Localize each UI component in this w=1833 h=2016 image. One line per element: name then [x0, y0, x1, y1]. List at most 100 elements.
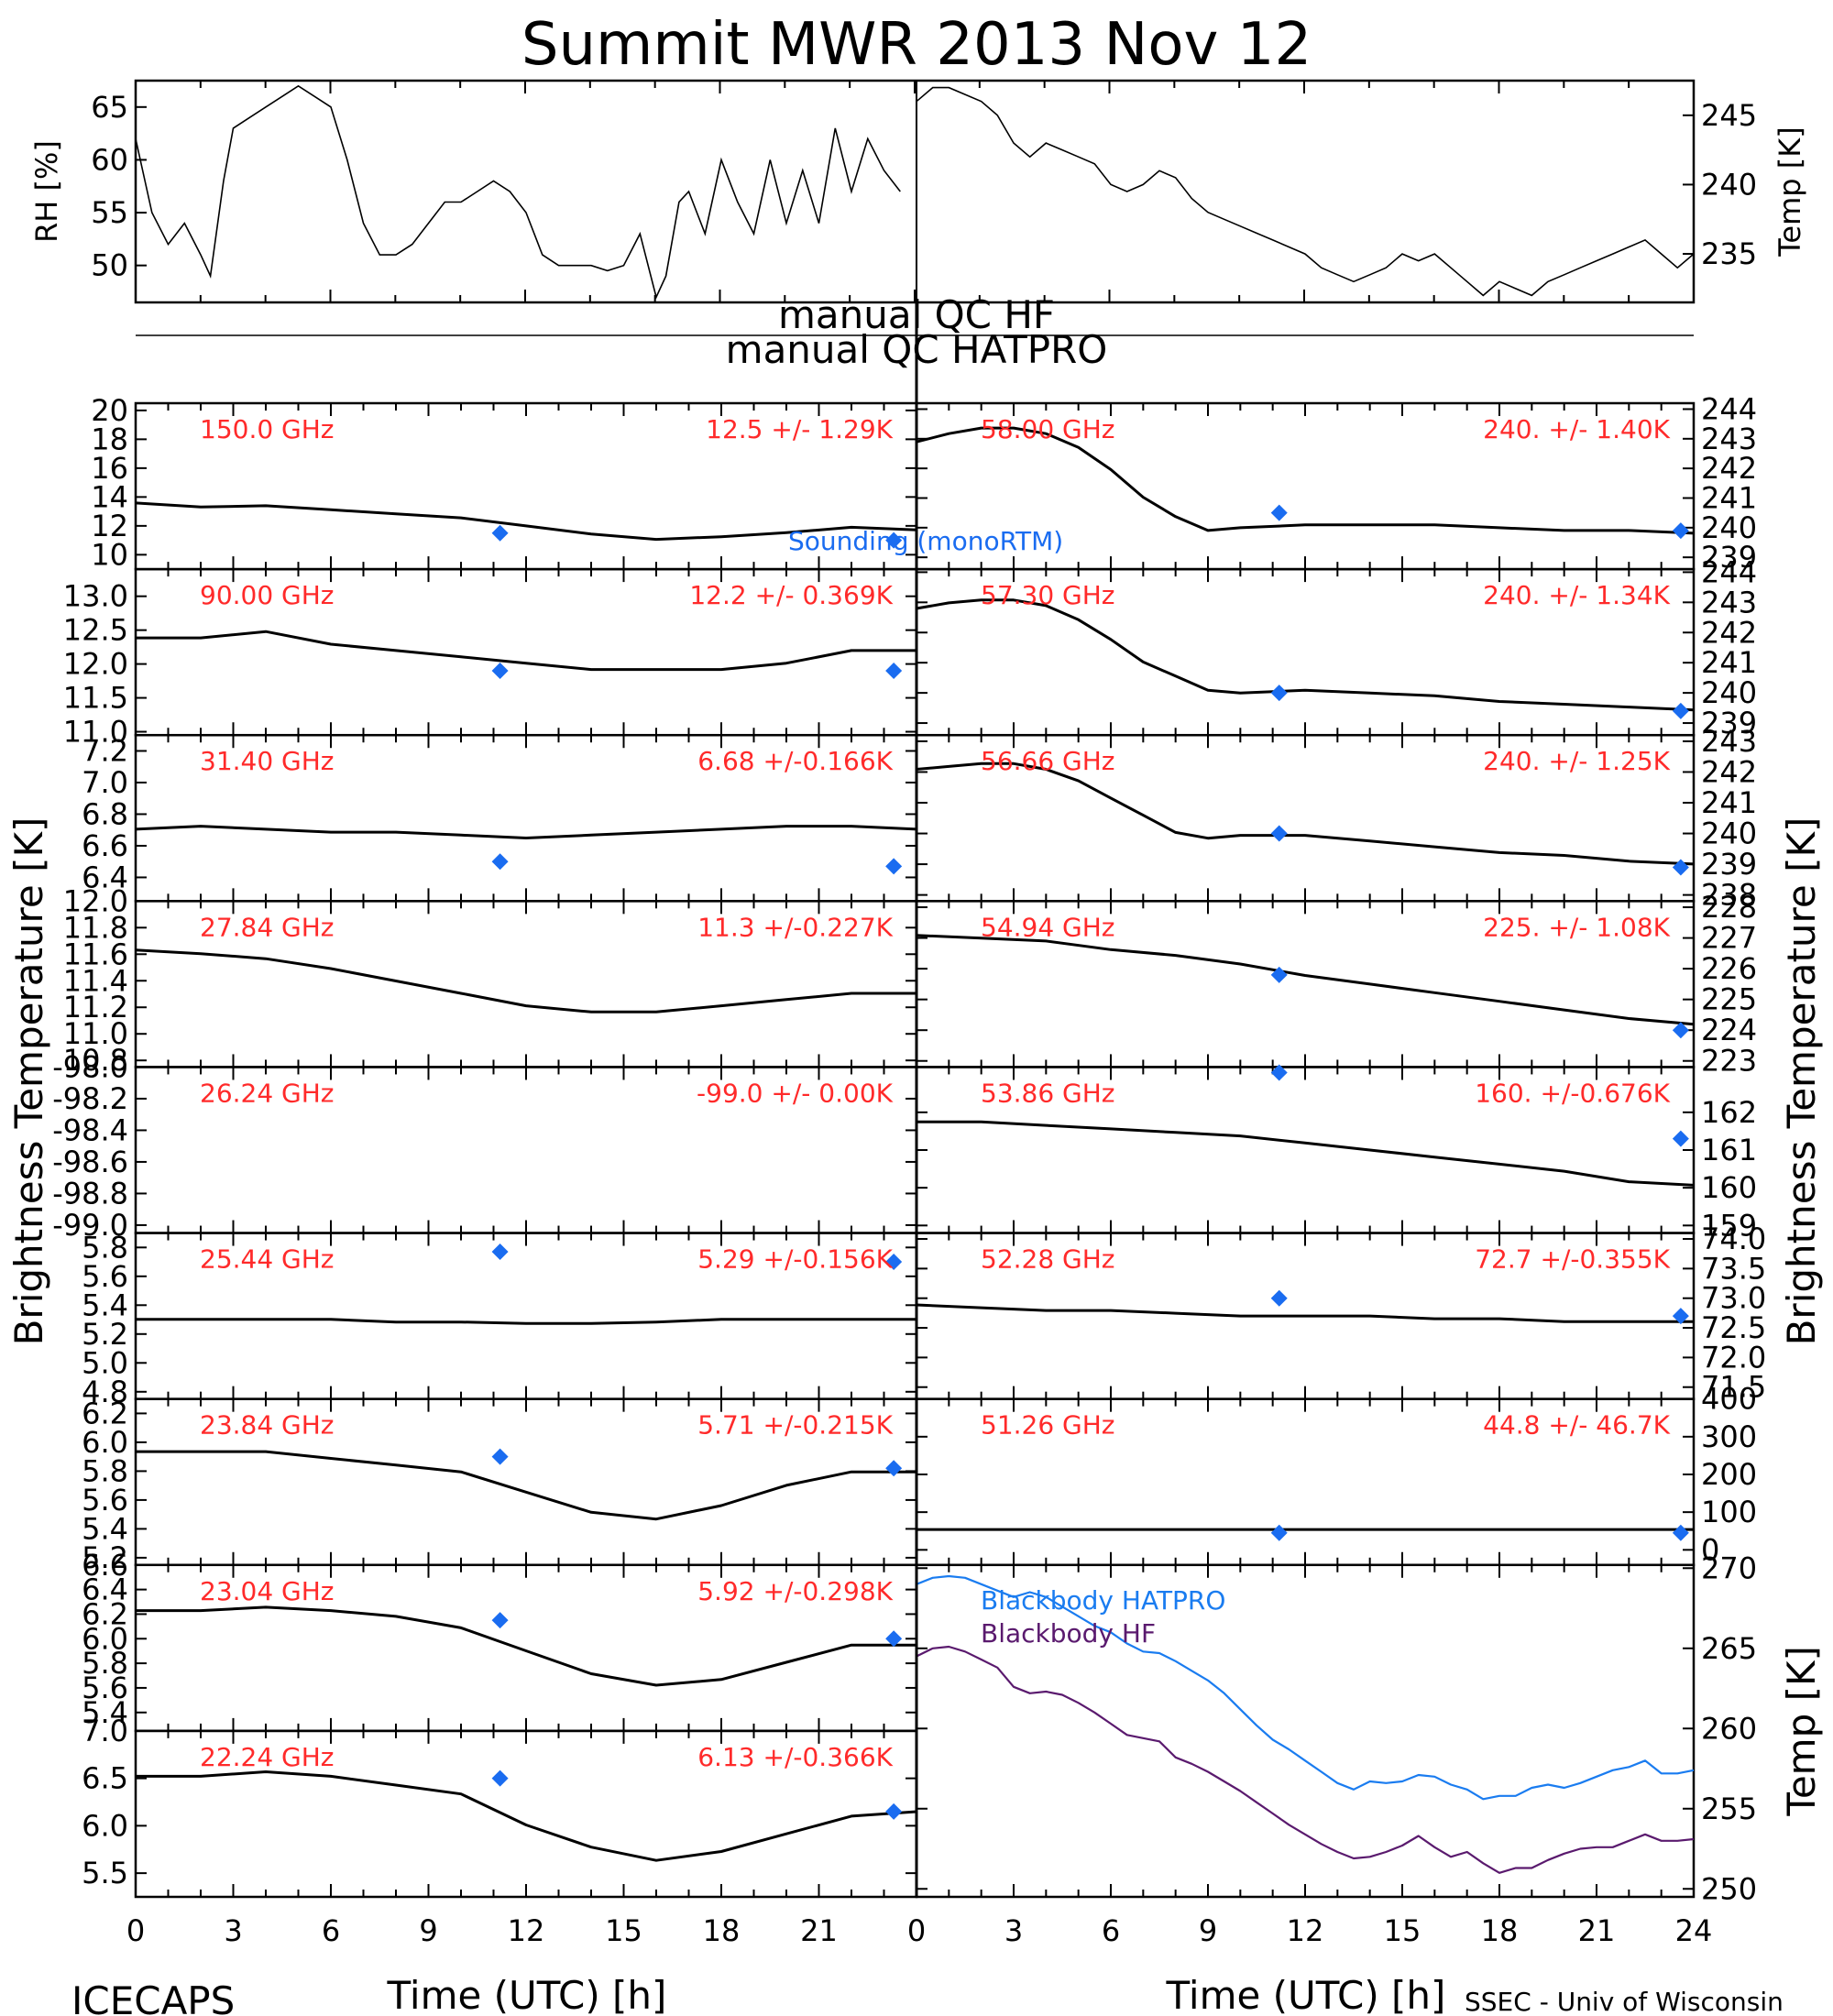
y-tick-label: 6.2	[82, 1596, 128, 1631]
y-tick-label: 7.0	[82, 765, 128, 800]
y-tick-label: 6.0	[82, 1808, 128, 1843]
y-tick-label: 12.0	[63, 647, 128, 682]
x-tick-label: 3	[1004, 1913, 1023, 1948]
sounding-point	[491, 662, 509, 679]
met-temp-ylabel: Temp [K]	[1773, 126, 1807, 257]
y-tick-label: -98.0	[52, 1049, 128, 1084]
right-ylabel: Brightness Temperature [K]	[1779, 817, 1824, 1346]
sounding-point	[1270, 966, 1288, 983]
y-tick-label: 226	[1701, 951, 1757, 986]
y-tick-label: 6.0	[82, 1425, 128, 1460]
y-tick-label: 20	[91, 393, 128, 428]
channel-trace	[916, 1303, 1694, 1323]
y-tick-label: 265	[1701, 1631, 1757, 1666]
sounding-point	[491, 1612, 509, 1629]
y-tick-label: 160	[1701, 1170, 1757, 1205]
legend-sounding: Sounding (monoRTM)	[788, 526, 1063, 556]
y-tick-label: 240	[1701, 816, 1757, 851]
channel-frequency-label: 57.30 GHz	[981, 580, 1115, 610]
xlabel-left: Time (UTC) [h]	[387, 1973, 667, 2016]
channel-frequency-label: 52.28 GHz	[981, 1244, 1115, 1275]
sounding-point	[885, 531, 903, 549]
channel-trace	[136, 630, 916, 672]
channel-frequency-label: 25.44 GHz	[200, 1244, 335, 1275]
y-tick-label: 240	[1701, 510, 1757, 545]
y-tick-label: 5.4	[82, 1287, 128, 1322]
y-tick-label: 223	[1701, 1044, 1757, 1079]
y-tick-label: 6.2	[82, 1396, 128, 1430]
y-tick-label: 227	[1701, 921, 1757, 956]
y-tick-label: 241	[1701, 785, 1757, 820]
left-ylabel: Brightness Temperature [K]	[6, 817, 51, 1346]
x-tick-label: 15	[605, 1913, 642, 1948]
y-tick-label: 6.4	[82, 1572, 128, 1607]
sounding-point	[1672, 1130, 1689, 1147]
channel-trace	[916, 598, 1695, 712]
y-tick-label: 6.0	[82, 1621, 128, 1656]
y-tick-label: 72.5	[1701, 1310, 1766, 1345]
channel-stat-label: 5.71 +/-0.215K	[697, 1410, 893, 1441]
y-tick-label: 11.0	[63, 715, 128, 750]
y-tick-label: 5.4	[82, 1511, 128, 1546]
sounding-point	[885, 1460, 903, 1477]
y-tick-label: 5.6	[82, 1259, 128, 1294]
y-tick-label: 159	[1701, 1208, 1757, 1243]
y-tick-label: 11.4	[63, 963, 128, 998]
blackbody-hatpro-line	[916, 1574, 1695, 1801]
channel-frequency-label: 23.04 GHz	[200, 1576, 335, 1606]
channel-frequency-label: 31.40 GHz	[200, 746, 335, 776]
x-tick-label: 21	[1578, 1913, 1616, 1948]
x-tick-label: 6	[322, 1913, 340, 1948]
x-tick-label: 18	[1481, 1913, 1519, 1948]
x-tick-label: 9	[419, 1913, 437, 1948]
channel-stat-label: 225. +/- 1.08K	[1483, 912, 1670, 942]
y-tick-label: 242	[1701, 451, 1757, 486]
channel-stat-label: 5.29 +/-0.156K	[697, 1244, 893, 1275]
rh-series-line	[135, 84, 901, 300]
y-tick-label: 73.5	[1701, 1251, 1766, 1286]
sounding-point	[1672, 702, 1689, 719]
y-tick-label: 228	[1701, 890, 1757, 925]
y-tick-label: 12.0	[63, 883, 128, 918]
channel-trace	[916, 934, 1695, 1026]
channel-trace	[916, 761, 1695, 866]
channel-stat-label: 240. +/- 1.34K	[1483, 580, 1670, 610]
y-tick-label: 14	[91, 479, 128, 514]
y-tick-label: 73.0	[1701, 1281, 1766, 1316]
y-tick-label: 161	[1701, 1133, 1757, 1167]
channel-trace	[136, 1770, 917, 1862]
y-tick-label: 225	[1701, 982, 1757, 1017]
y-tick-label: 13.0	[63, 579, 128, 614]
channel-stat-label: 5.92 +/-0.298K	[697, 1576, 893, 1606]
channel-trace	[136, 1605, 916, 1687]
y-tick-label: 6.8	[82, 796, 128, 831]
y-tick-label: 255	[1701, 1791, 1757, 1826]
channel-frequency-label: 54.94 GHz	[981, 912, 1115, 942]
y-tick-label: 4.8	[82, 1375, 128, 1409]
channel-stat-label: -99.0 +/- 0.00K	[697, 1078, 894, 1108]
channel-frequency-label: 53.86 GHz	[981, 1078, 1115, 1108]
y-tick-label: 11.0	[63, 1016, 128, 1051]
sounding-point	[885, 662, 903, 679]
footer-left: ICECAPS	[71, 1978, 235, 2016]
channel-trace	[136, 1318, 916, 1325]
channel-stat-label: 240. +/- 1.40K	[1483, 414, 1670, 444]
channel-trace	[916, 1120, 1695, 1187]
channel-stat-label: 72.7 +/-0.355K	[1475, 1244, 1670, 1275]
y-tick-label: 10.8	[63, 1043, 128, 1078]
x-tick-label: 12	[508, 1913, 545, 1948]
sounding-point	[1672, 522, 1689, 540]
y-tick-label: 5.8	[82, 1453, 128, 1488]
x-tick-label: 21	[800, 1913, 838, 1948]
y-tick-label: 239	[1701, 540, 1757, 575]
y-tick-label: 71.5	[1701, 1370, 1766, 1405]
legend-blackbody-hatpro: Blackbody HATPRO	[981, 1585, 1225, 1616]
blackbody-hf-line	[916, 1645, 1695, 1874]
y-tick-label: 5.6	[82, 1483, 128, 1517]
y-tick-label: 243	[1701, 585, 1757, 619]
y-tick-label: 260	[1701, 1711, 1757, 1746]
y-tick-label: 240	[1701, 675, 1757, 710]
channel-trace	[136, 1450, 916, 1521]
y-tick-label: 5.2	[82, 1540, 128, 1575]
